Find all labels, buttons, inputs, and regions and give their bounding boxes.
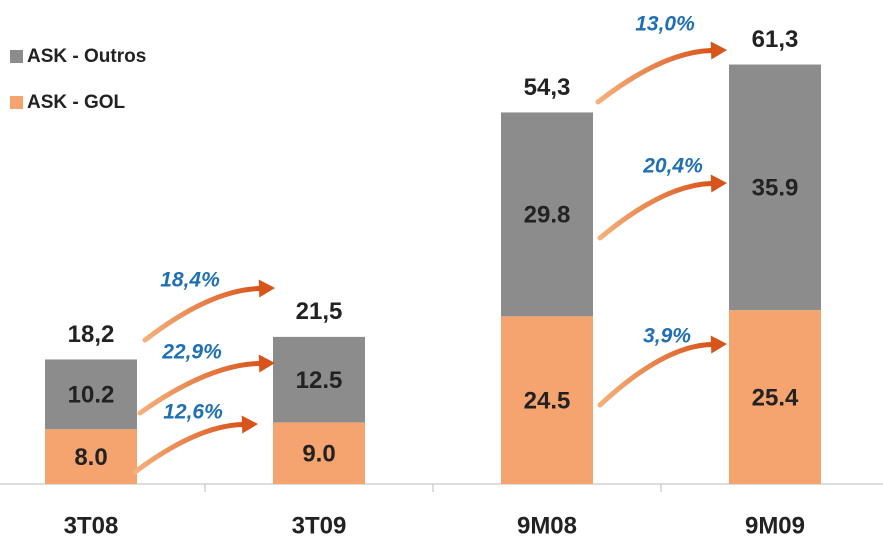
value-label: 9.0 xyxy=(302,441,335,468)
total-label: 21,5 xyxy=(296,298,343,325)
growth-annotation: 12,6% xyxy=(163,401,223,424)
growth-arrow xyxy=(597,342,714,408)
growth-arrow xyxy=(132,422,245,475)
total-label: 54,3 xyxy=(524,74,571,101)
growth-arrow xyxy=(142,285,262,343)
arrow-head xyxy=(258,354,275,373)
bar-segment xyxy=(273,336,365,423)
x-tick-label: 9M09 xyxy=(745,512,805,539)
x-tick-label: 9M08 xyxy=(517,512,577,539)
arrow-head xyxy=(710,174,727,193)
value-label: 29.8 xyxy=(524,202,571,229)
growth-annotation: 20,4% xyxy=(642,155,703,178)
bar-segment xyxy=(501,112,593,317)
arrow-head xyxy=(710,41,727,60)
legend-swatch xyxy=(10,50,23,63)
growth-annotation: 13,0% xyxy=(635,13,695,36)
x-tick-label: 3T09 xyxy=(292,512,347,539)
value-label: 25.4 xyxy=(752,384,799,411)
bar-segment xyxy=(45,429,137,484)
growth-arrow xyxy=(595,47,714,105)
value-label: 8.0 xyxy=(74,444,107,471)
value-label: 24.5 xyxy=(524,388,571,415)
value-label: 12.5 xyxy=(296,367,343,394)
bar-segment xyxy=(273,422,365,484)
growth-annotation: 3,9% xyxy=(643,325,691,348)
growth-annotation: 22,9% xyxy=(161,341,222,364)
arrow-head xyxy=(258,279,275,298)
bar-segment xyxy=(729,64,821,311)
value-label: 35.9 xyxy=(752,175,799,202)
legend-swatch xyxy=(10,96,23,109)
arrow-head xyxy=(241,415,258,434)
value-label: 10.2 xyxy=(68,382,115,409)
arrow-head xyxy=(710,335,727,354)
growth-arrow xyxy=(137,360,262,416)
legend-label: ASK - GOL xyxy=(27,92,126,113)
bar-segment xyxy=(501,316,593,484)
growth-arrow xyxy=(597,181,714,241)
total-label: 18,2 xyxy=(68,321,115,348)
bar-segment xyxy=(45,359,137,430)
x-tick-label: 3T08 xyxy=(64,512,119,539)
growth-annotation: 18,4% xyxy=(160,269,220,292)
total-label: 61,3 xyxy=(752,26,799,53)
bar-segment xyxy=(729,310,821,484)
legend-label: ASK - Outros xyxy=(27,46,146,67)
